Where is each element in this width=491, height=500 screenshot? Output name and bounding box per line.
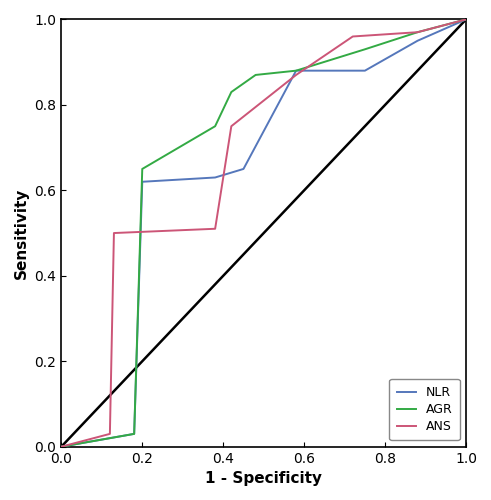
X-axis label: 1 - Specificity: 1 - Specificity	[205, 471, 322, 486]
AGR	[293, 68, 299, 73]
Y-axis label: Sensitivity: Sensitivity	[14, 188, 29, 278]
AGR	[131, 431, 137, 437]
AGR	[414, 29, 420, 35]
AGR	[463, 16, 469, 22]
NLR	[131, 431, 137, 437]
ANS	[228, 123, 234, 129]
AGR	[212, 123, 218, 129]
ANS	[293, 72, 299, 78]
NLR	[58, 444, 64, 450]
ANS	[107, 431, 113, 437]
ANS	[212, 226, 218, 232]
ANS	[58, 444, 64, 450]
NLR	[463, 16, 469, 22]
NLR	[362, 68, 368, 73]
Line: ANS: ANS	[61, 20, 466, 446]
AGR	[58, 444, 64, 450]
ANS	[350, 34, 355, 40]
ANS	[414, 29, 420, 35]
NLR	[212, 174, 218, 180]
NLR	[139, 179, 145, 185]
ANS	[111, 230, 117, 236]
ANS	[463, 16, 469, 22]
AGR	[362, 46, 368, 52]
Line: AGR: AGR	[61, 20, 466, 446]
NLR	[241, 166, 246, 172]
NLR	[414, 38, 420, 44]
NLR	[293, 68, 299, 73]
Line: NLR: NLR	[61, 20, 466, 446]
AGR	[139, 166, 145, 172]
AGR	[253, 72, 259, 78]
AGR	[228, 89, 234, 95]
Legend: NLR, AGR, ANS: NLR, AGR, ANS	[389, 379, 460, 440]
